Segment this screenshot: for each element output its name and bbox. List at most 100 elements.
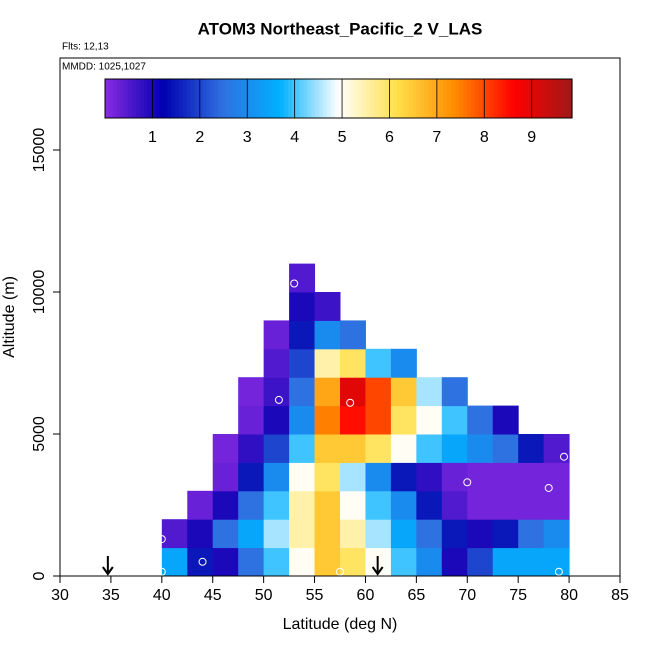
- colorbar-slice: [435, 79, 441, 118]
- heat-cell: [416, 462, 443, 492]
- heat-cell: [314, 348, 341, 378]
- plot-frame: [59, 57, 621, 577]
- colorbar-slice: [451, 79, 456, 118]
- heat-cell: [212, 519, 239, 549]
- heat-cell: [238, 434, 265, 463]
- colorbar-slice: [276, 79, 281, 118]
- colorbar-tick-label: 4: [290, 129, 299, 146]
- flight-arrow: [102, 556, 114, 576]
- heat-cell: [238, 519, 265, 549]
- x-tick-label: 70: [458, 587, 476, 604]
- x-tick-label: 55: [306, 587, 324, 604]
- heat-cell: [289, 405, 316, 435]
- colorbar-slice: [210, 79, 215, 118]
- heat-cell: [467, 490, 494, 520]
- x-tick-label: 35: [102, 587, 120, 604]
- colorbar-slice: [237, 79, 242, 118]
- x-tick-label: 30: [51, 587, 69, 604]
- colorbar-tick-label: 5: [338, 129, 347, 146]
- colorbar-slice: [163, 79, 168, 118]
- sample-point: [198, 557, 207, 566]
- colorbar-slice: [105, 79, 110, 118]
- heat-cell: [543, 519, 570, 549]
- colorbar-slice: [256, 79, 262, 118]
- heat-cell: [161, 519, 188, 549]
- colorbar-slice: [459, 79, 464, 118]
- colorbar-slice: [217, 79, 223, 118]
- colorbar-slice: [396, 79, 402, 118]
- heat-cell: [416, 547, 443, 577]
- colorbar-tick-label: 7: [432, 129, 441, 146]
- heat-cell: [365, 377, 392, 407]
- colorbar-slice: [544, 79, 550, 118]
- heat-cell: [518, 462, 545, 492]
- y-tick-label: 0: [31, 571, 48, 580]
- colorbar-slice: [400, 79, 406, 118]
- colorbar-slice: [525, 79, 530, 118]
- colorbar-slice: [431, 79, 437, 118]
- heat-cell: [161, 547, 188, 577]
- sample-point: [463, 478, 472, 487]
- colorbar-slice: [552, 79, 558, 118]
- heat-cell: [238, 490, 265, 520]
- heat-cell: [518, 490, 545, 520]
- colorbar-slice: [319, 79, 324, 118]
- heat-cell: [416, 434, 443, 463]
- heat-cell: [263, 519, 290, 549]
- heat-cell: [416, 519, 443, 549]
- y-axis-label: Altitude (m): [1, 276, 18, 358]
- heat-cell: [314, 292, 341, 321]
- colorbar-slice: [284, 79, 289, 118]
- heat-cell: [340, 434, 366, 463]
- sample-point: [560, 452, 568, 461]
- colorbar-slice: [233, 79, 238, 118]
- heat-cell: [543, 434, 570, 463]
- colorbar-slice: [556, 79, 561, 118]
- heat-cell: [492, 547, 519, 577]
- colorbar-slice: [272, 79, 277, 118]
- colorbar-slice: [389, 79, 394, 118]
- colorbar-slice: [412, 79, 417, 118]
- heat-cell: [238, 547, 265, 577]
- heat-cell: [263, 405, 290, 435]
- heat-cell: [492, 434, 519, 463]
- heat-cell: [187, 547, 214, 577]
- colorbar-slice: [346, 79, 351, 118]
- colorbar-slice: [167, 79, 172, 118]
- colorbar-slice: [190, 79, 196, 118]
- sample-point: [554, 567, 563, 576]
- colorbar-slice: [198, 79, 203, 118]
- x-tick-label: 40: [153, 587, 171, 604]
- heat-cell: [416, 490, 443, 520]
- heat-cell: [518, 519, 545, 549]
- heat-cell: [212, 462, 239, 492]
- colorbar-slice: [357, 79, 363, 118]
- heat-cell: [365, 405, 392, 435]
- heat-cell: [212, 547, 239, 577]
- colorbar-slice: [120, 79, 126, 118]
- heat-cell: [238, 462, 265, 492]
- colorbar-slice: [420, 79, 425, 118]
- heat-cell: [212, 490, 239, 520]
- heat-cell: [263, 320, 290, 350]
- colorbar-slice: [248, 79, 254, 118]
- heat-cell: [340, 547, 366, 577]
- colorbar-tick-label: 3: [243, 129, 252, 146]
- heat-cell: [492, 519, 519, 549]
- colorbar-slice: [295, 79, 301, 118]
- sample-point: [336, 567, 344, 576]
- colorbar-slice: [513, 79, 519, 118]
- colorbar-slice: [377, 79, 382, 118]
- colorbar-slice: [225, 79, 231, 118]
- colorbar-slice: [299, 79, 305, 118]
- colorbar-slice: [560, 79, 565, 118]
- heat-cell: [289, 292, 316, 321]
- colorbar-slice: [155, 79, 161, 118]
- colorbar-slice: [330, 79, 336, 118]
- colorbar-slice: [229, 79, 235, 118]
- colorbar-slice: [354, 79, 359, 118]
- x-tick-label: 75: [509, 587, 527, 604]
- heat-cell: [365, 519, 392, 549]
- heat-cell: [441, 547, 468, 577]
